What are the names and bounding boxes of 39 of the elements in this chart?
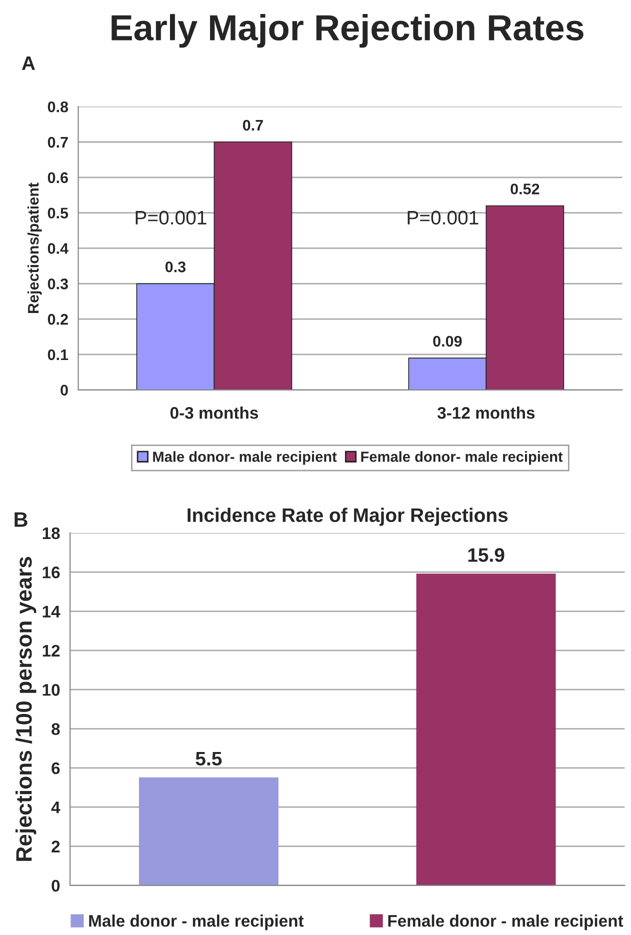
y-tick-label: 0 — [60, 384, 68, 396]
legend-label: Female donor - male recipient — [388, 914, 624, 930]
data-label: 0.09 — [433, 336, 462, 347]
annotation: P=0.001 — [408, 210, 478, 225]
annotation: P=0.001 — [136, 210, 206, 225]
y-tick-label: 0.2 — [48, 314, 68, 325]
y-tick-label: 16 — [42, 566, 60, 578]
y-tick-label: 0.8 — [48, 101, 68, 112]
y-tick-label: 6 — [52, 762, 60, 774]
data-label: 0.3 — [165, 261, 186, 272]
y-tick-label: 0.5 — [48, 208, 68, 219]
chart-title: Incidence Rate of Major Rejections — [188, 508, 508, 526]
y-tick-label: 12 — [42, 644, 60, 656]
legend-label: Male donor- male recipient — [153, 451, 337, 465]
data-label: 0.7 — [242, 120, 263, 131]
text: A — [22, 56, 35, 70]
x-tick-label: 3-12 months — [437, 406, 535, 419]
y-tick-label: 0.7 — [48, 136, 68, 148]
y-tick-label: 0.3 — [48, 278, 68, 290]
y-tick-label: 2 — [52, 840, 60, 852]
y-axis-title: Rejections/patient — [27, 182, 42, 314]
y-tick-label: 0.6 — [48, 172, 68, 184]
y-tick-label: 4 — [51, 802, 60, 814]
data-label: 5.5 — [196, 752, 222, 766]
y-tick-label: 14 — [42, 606, 60, 618]
y-tick-label: 10 — [42, 684, 60, 696]
legend-label: Female donor- male recipient — [361, 451, 563, 465]
data-label: 0.52 — [510, 184, 540, 194]
y-axis-title: Rejections /100 person years — [16, 556, 36, 861]
data-label: 15.9 — [468, 548, 504, 562]
y-tick-label: 18 — [42, 527, 60, 540]
y-tick-label: 0.4 — [48, 243, 68, 254]
y-tick-label: 0.1 — [48, 349, 68, 360]
text: B — [14, 512, 28, 527]
y-tick-label: 0 — [52, 880, 60, 892]
y-tick-label: 8 — [52, 723, 60, 735]
chart-title: Early Major Rejection Rates — [112, 14, 584, 48]
legend-label: Male donor - male recipient — [89, 914, 304, 930]
x-tick-label: 0-3 months — [170, 406, 258, 419]
